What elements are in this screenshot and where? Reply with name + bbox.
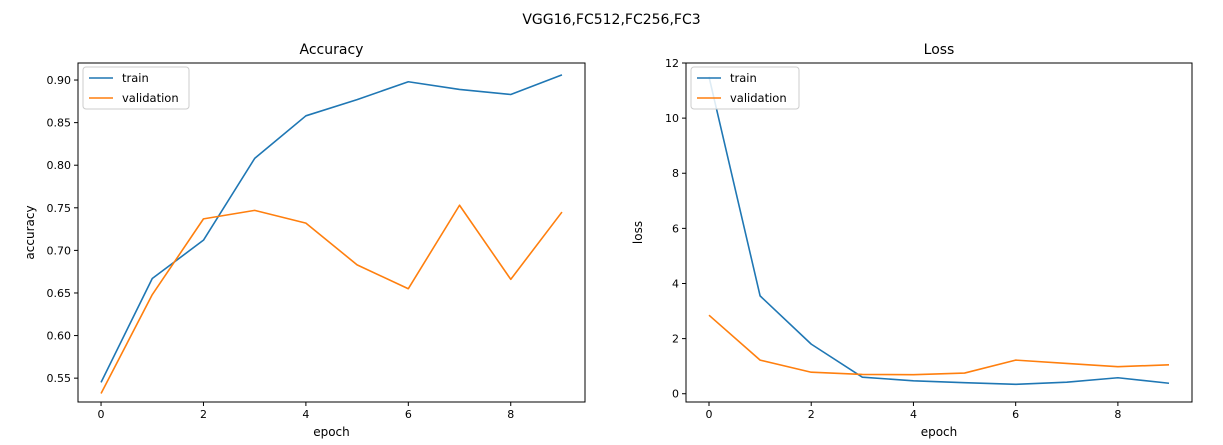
loss-y-tick-label: 6 bbox=[672, 222, 679, 235]
accuracy-y-tick-label: 0.65 bbox=[47, 287, 72, 300]
loss-y-tick-label: 0 bbox=[672, 388, 679, 401]
accuracy-x-tick-label: 0 bbox=[98, 408, 105, 421]
accuracy-x-tick-label: 2 bbox=[200, 408, 207, 421]
accuracy-series-validation-line bbox=[100, 204, 563, 394]
loss-y-axis-label: loss bbox=[631, 221, 645, 244]
accuracy-x-axis-label: epoch bbox=[313, 425, 350, 439]
accuracy-title: Accuracy bbox=[300, 42, 364, 58]
accuracy-x-tick-label: 4 bbox=[302, 408, 309, 421]
accuracy-x-tick-label: 6 bbox=[405, 408, 412, 421]
accuracy-y-axis-label: accuracy bbox=[23, 205, 37, 259]
accuracy-y-tick-label: 0.90 bbox=[47, 74, 72, 87]
loss-legend-label-validation: validation bbox=[730, 91, 787, 105]
accuracy-legend-label-train: train bbox=[122, 71, 149, 85]
loss-legend-label-train: train bbox=[730, 71, 757, 85]
loss-series-validation-line bbox=[708, 314, 1170, 376]
accuracy-y-tick-label: 0.75 bbox=[47, 202, 72, 215]
accuracy-series-train-line bbox=[100, 74, 563, 383]
loss-y-tick-label: 4 bbox=[672, 277, 679, 290]
loss-x-tick-label: 2 bbox=[808, 408, 815, 421]
accuracy-y-tick-label: 0.70 bbox=[47, 244, 72, 257]
accuracy-y-tick-label: 0.55 bbox=[47, 372, 72, 385]
accuracy-y-tick-label: 0.60 bbox=[47, 330, 72, 343]
accuracy-y-tick-label: 0.80 bbox=[47, 159, 72, 172]
loss-y-tick-label: 12 bbox=[665, 57, 679, 70]
figure-title: VGG16,FC512,FC256,FC3 bbox=[522, 12, 701, 28]
loss-y-tick-label: 10 bbox=[665, 112, 679, 125]
loss-x-tick-label: 0 bbox=[706, 408, 713, 421]
accuracy-plot-frame bbox=[77, 62, 586, 403]
loss-x-axis-label: epoch bbox=[921, 425, 958, 439]
loss-x-tick-label: 4 bbox=[910, 408, 917, 421]
loss-title: Loss bbox=[924, 42, 955, 58]
loss-plot-frame bbox=[685, 62, 1193, 403]
loss-y-tick-label: 2 bbox=[672, 333, 679, 346]
accuracy-x-tick-label: 8 bbox=[507, 408, 514, 421]
accuracy-y-tick-label: 0.85 bbox=[47, 117, 72, 130]
loss-x-tick-label: 8 bbox=[1114, 408, 1121, 421]
loss-y-tick-label: 8 bbox=[672, 167, 679, 180]
loss-series-train-line bbox=[708, 76, 1170, 386]
loss-x-tick-label: 6 bbox=[1012, 408, 1019, 421]
accuracy-legend-label-validation: validation bbox=[122, 91, 179, 105]
